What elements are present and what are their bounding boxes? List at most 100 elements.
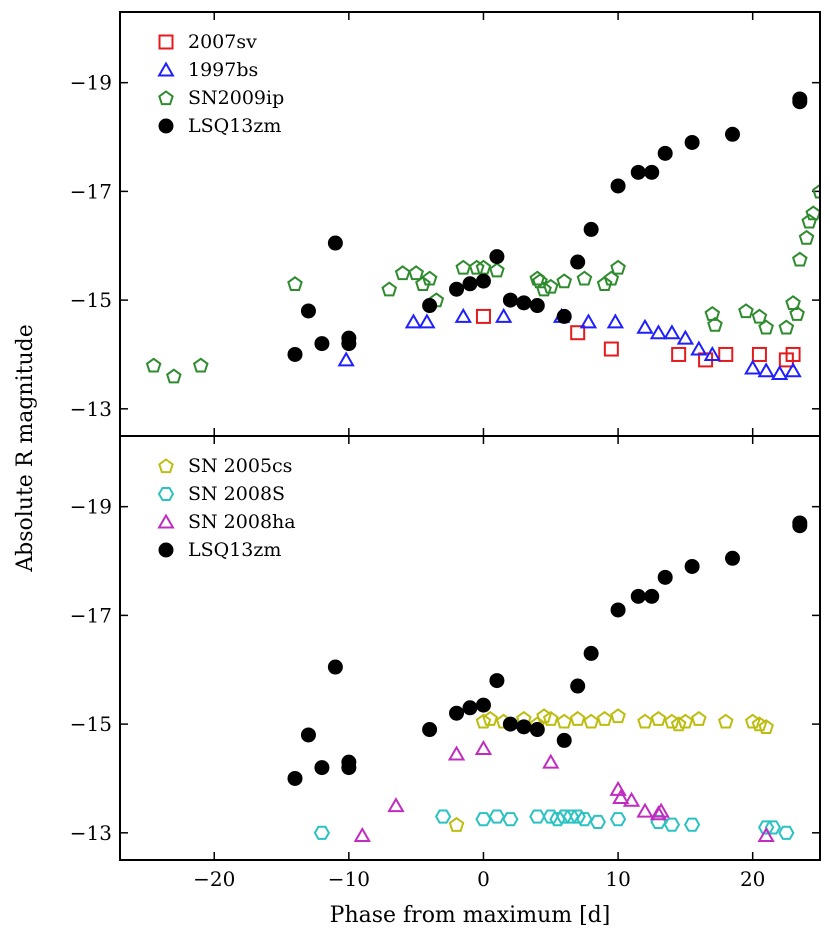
legend-marker	[158, 34, 174, 50]
legend-label: SN 2008S	[188, 483, 285, 505]
legend-marker	[158, 118, 174, 134]
series-lsq13zm	[287, 91, 808, 362]
data-point	[448, 816, 465, 832]
legend-label: 1997bs	[188, 59, 258, 81]
data-point	[475, 713, 492, 729]
markers	[145, 91, 820, 384]
data-point	[394, 265, 411, 281]
legend-marker	[158, 458, 174, 474]
data-point	[690, 340, 708, 356]
data-point	[583, 645, 599, 661]
data-point	[744, 713, 761, 729]
data-point	[570, 254, 586, 270]
data-point	[353, 827, 371, 843]
data-point	[718, 346, 734, 362]
legend-marker	[157, 513, 175, 529]
y-tick-label: −13	[70, 397, 112, 421]
legend-label: LSQ13zm	[188, 115, 281, 137]
data-point	[644, 588, 660, 604]
panels-group: −19−17−15−132007sv1997bsSN2009ipLSQ13zm−…	[70, 11, 821, 891]
series-sn-2005cs	[448, 708, 774, 832]
data-point	[475, 697, 491, 713]
data-point	[387, 797, 405, 813]
data-point	[579, 313, 598, 329]
data-point	[785, 346, 801, 362]
data-point	[583, 221, 599, 237]
data-point	[589, 814, 607, 830]
legend-marker	[157, 61, 175, 77]
data-point	[784, 362, 802, 378]
data-point	[145, 357, 162, 373]
data-point	[805, 205, 820, 221]
data-point	[516, 295, 532, 311]
legend-label: 2007sv	[188, 31, 257, 53]
y-tick-label: −15	[70, 712, 112, 736]
data-point	[556, 732, 572, 748]
data-point	[789, 305, 805, 321]
data-point	[657, 569, 673, 585]
panel-bottom: −20 −10 0 10 20 −19 −17 −15 −13 SN 2005cs SN 2008S…	[70, 435, 821, 891]
y-tick-label: −13	[70, 821, 112, 845]
data-point	[421, 270, 438, 286]
data-point	[475, 273, 491, 289]
data-point	[570, 325, 586, 341]
data-point	[300, 727, 316, 743]
data-point	[677, 713, 694, 729]
data-point	[792, 518, 808, 534]
data-point	[751, 308, 768, 324]
data-point	[422, 722, 438, 738]
data-point	[556, 273, 573, 289]
data-point	[650, 710, 667, 726]
data-point	[596, 710, 613, 726]
data-point	[636, 318, 654, 334]
plot-frame	[119, 435, 821, 861]
data-point	[536, 281, 552, 297]
data-point	[449, 705, 465, 721]
data-point	[778, 825, 795, 840]
data-point	[556, 308, 572, 324]
data-point	[610, 708, 626, 724]
data-point	[327, 659, 343, 675]
x-tick-label: −20	[193, 867, 235, 891]
y-tick-label: −17	[70, 179, 112, 203]
data-point	[644, 164, 660, 180]
data-point	[758, 319, 774, 335]
data-point	[570, 678, 586, 694]
data-point	[418, 313, 436, 329]
data-point	[462, 700, 478, 716]
data-point	[536, 708, 552, 724]
data-point	[494, 307, 513, 323]
data-point	[192, 357, 209, 373]
data-point	[637, 713, 653, 729]
data-point	[738, 303, 754, 319]
data-point	[449, 281, 465, 297]
legend-marker	[158, 542, 174, 558]
data-point	[532, 273, 548, 289]
x-tick-label: −10	[328, 867, 370, 891]
data-point	[583, 713, 599, 729]
data-point	[812, 183, 820, 199]
data-point	[381, 281, 398, 297]
y-axis-label: Absolute R magnitude	[13, 324, 38, 573]
data-point	[649, 324, 668, 340]
data-point	[576, 812, 593, 827]
data-point	[596, 276, 613, 291]
data-point	[670, 716, 687, 732]
data-point	[166, 368, 182, 384]
ticks: −19 −17 −15 −13	[70, 12, 820, 436]
data-point	[327, 235, 343, 251]
data-point	[569, 710, 586, 726]
data-point	[609, 812, 627, 827]
data-point	[663, 817, 681, 832]
data-point	[707, 316, 723, 332]
data-point	[757, 827, 775, 843]
panel-top: −19 −17 −15 −13 2007sv 1997bs SN2009ip LSQ13zm	[70, 11, 821, 437]
data-point	[482, 710, 499, 726]
data-point	[489, 249, 505, 265]
data-point	[630, 588, 646, 604]
legend-label: SN 2008ha	[188, 511, 296, 533]
y-tick-label: −19	[70, 71, 112, 95]
legend-label: LSQ13zm	[188, 539, 281, 561]
data-point	[630, 164, 646, 180]
